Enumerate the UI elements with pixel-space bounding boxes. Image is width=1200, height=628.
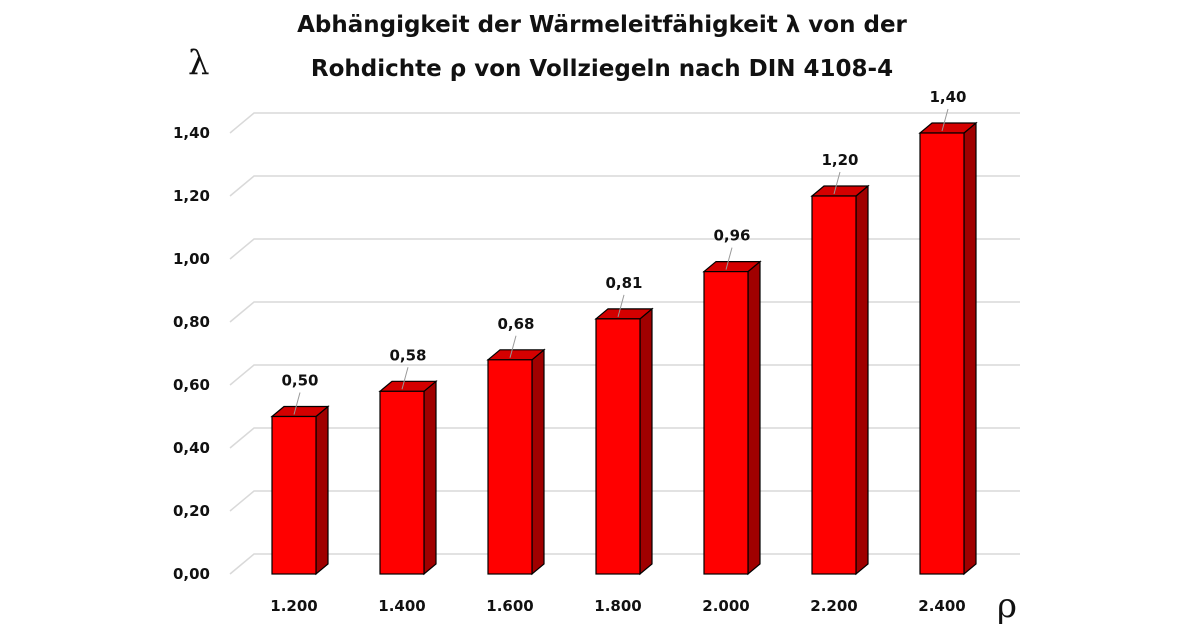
- chart-title-line-1: Abhängigkeit der Wärmeleitfähigkeit λ vo…: [297, 12, 907, 38]
- y-tick-label: 0,20: [173, 502, 210, 520]
- x-axis-ticks: 1.200 1.400 1.600 1.800 2.000 2.200 2.400: [270, 597, 965, 615]
- bar-side-face: [639, 307, 653, 576]
- bar-2.400: 1,40: [918, 88, 978, 576]
- data-label-leader: [509, 335, 517, 358]
- bar-2.000: 0,96: [702, 227, 762, 576]
- y-tick-label: 0,60: [173, 376, 210, 394]
- x-tick-label: 1.400: [378, 597, 425, 615]
- data-label: 0,58: [389, 346, 426, 364]
- y-axis-ticks: 0,00 0,20 0,40 0,60 0,80 1,00 1,20 1,40: [173, 124, 210, 583]
- bars: 0,50 0,58 0,68 0,81 0,96 1,20 1,40: [270, 88, 978, 576]
- x-tick-label: 1.200: [270, 597, 317, 615]
- x-tick-label: 1.800: [594, 597, 641, 615]
- bar-side-face: [747, 260, 761, 576]
- x-tick-label: 2.000: [702, 597, 749, 615]
- x-tick-label: 2.400: [918, 597, 965, 615]
- y-axis-symbol: λ: [188, 43, 210, 83]
- data-label-leader: [293, 392, 301, 415]
- data-label: 1,20: [821, 151, 858, 169]
- bar-1.200: 0,50: [270, 372, 330, 576]
- bar-front-face: [703, 271, 749, 575]
- data-label: 0,68: [497, 315, 534, 333]
- y-tick-label: 1,40: [173, 124, 210, 142]
- grid-line: [229, 364, 1020, 386]
- x-tick-label: 2.200: [810, 597, 857, 615]
- y-tick-label: 0,80: [173, 313, 210, 331]
- x-axis-symbol: ρ: [997, 586, 1017, 626]
- bar-2.200: 1,20: [810, 151, 870, 576]
- grid-line: [229, 301, 1020, 323]
- bar-side-face: [423, 380, 437, 576]
- data-label-leader: [617, 294, 625, 317]
- grid-line: [229, 112, 1020, 134]
- data-label: 0,81: [605, 274, 642, 292]
- chart-title-line-2: Rohdichte ρ von Vollziegeln nach DIN 410…: [311, 56, 893, 82]
- y-tick-label: 1,20: [173, 187, 210, 205]
- data-label: 0,50: [281, 372, 318, 390]
- data-label: 0,96: [713, 227, 750, 245]
- data-label: 1,40: [929, 88, 966, 106]
- grid-line: [229, 175, 1020, 197]
- bar-front-face: [487, 359, 533, 575]
- bar-front-face: [595, 318, 641, 575]
- bar-side-face: [315, 405, 329, 576]
- bar-side-face: [531, 348, 545, 576]
- y-tick-label: 1,00: [173, 250, 210, 268]
- grid-line: [229, 490, 1020, 512]
- data-label-leader: [401, 367, 409, 390]
- bar-1.400: 0,58: [378, 346, 438, 576]
- data-label-leader: [725, 247, 733, 270]
- bar-front-face: [811, 195, 857, 575]
- bar-side-face: [855, 184, 869, 576]
- bar-1.600: 0,68: [486, 315, 546, 576]
- grid-line: [229, 238, 1020, 260]
- data-label-leader: [941, 108, 949, 132]
- x-tick-label: 1.600: [486, 597, 533, 615]
- data-label-leader: [833, 171, 841, 195]
- bar-front-face: [271, 415, 317, 575]
- y-tick-label: 0,00: [173, 565, 210, 583]
- bar-front-face: [919, 132, 965, 575]
- bar-1.800: 0,81: [594, 274, 654, 576]
- bar-front-face: [379, 390, 425, 575]
- y-tick-label: 0,40: [173, 439, 210, 457]
- grid-line: [229, 427, 1020, 449]
- bar-side-face: [963, 121, 977, 576]
- grid-lines: [229, 112, 1020, 575]
- grid-line: [229, 553, 1020, 575]
